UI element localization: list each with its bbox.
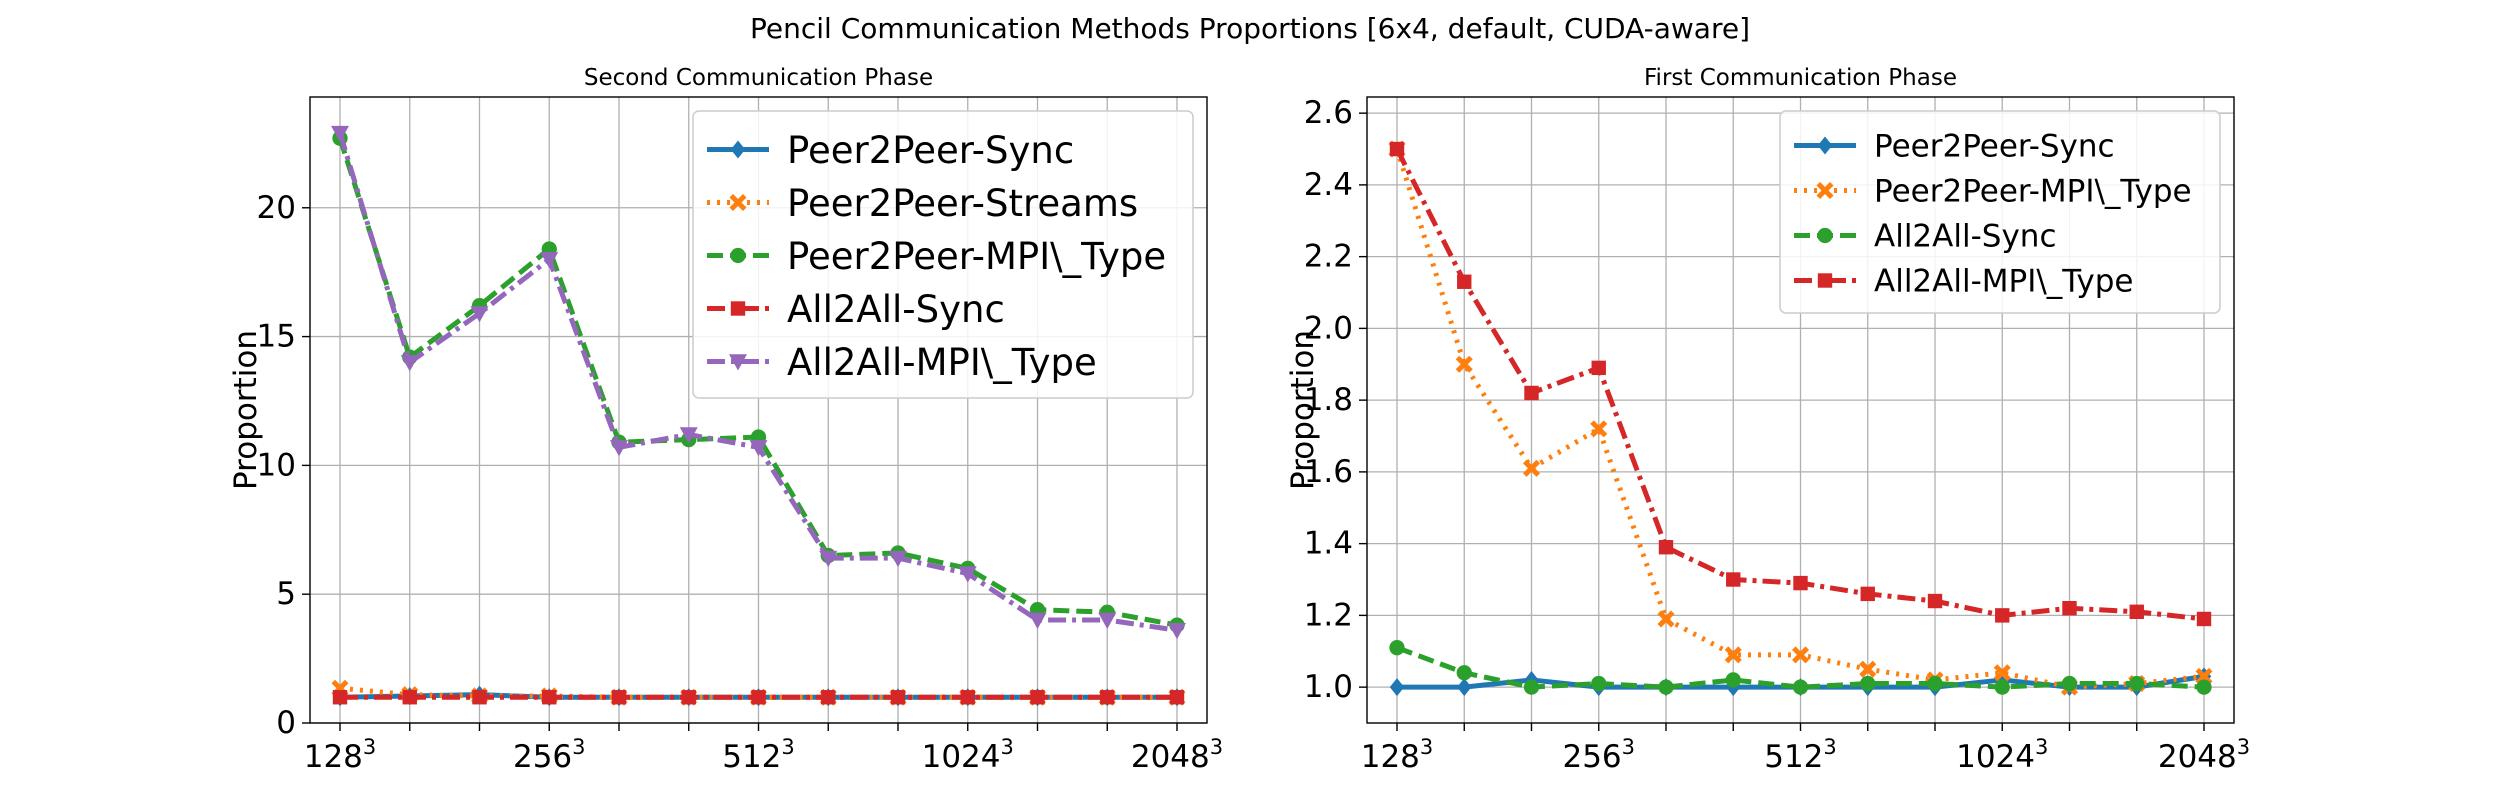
legend-swatch-marker (730, 301, 746, 316)
legend-label: Peer2Peer-MPI\_Type (787, 235, 1166, 278)
data-point (1168, 623, 1186, 640)
data-point (611, 690, 627, 705)
chart0-legend: Peer2Peer-Sync Peer2Peer-Streams Peer2Peer… (692, 110, 1194, 399)
data-point (540, 252, 559, 269)
data-point (819, 550, 838, 568)
legend-swatch-marker (730, 247, 746, 264)
data-point (1098, 612, 1117, 629)
legend-label: All2All-Sync (787, 288, 1005, 331)
legend-frame (692, 110, 1194, 399)
chart0-title: Second Communication Phase (584, 65, 933, 91)
legend-swatch-marker (729, 193, 747, 212)
data-point (331, 125, 349, 143)
data-point (889, 550, 907, 568)
x-tick-label: 2563 (513, 735, 586, 775)
x-tick-label: 5123 (722, 735, 795, 775)
data-point (610, 440, 628, 457)
data-point (470, 306, 489, 323)
x-tick-label: 20483 (1131, 735, 1223, 775)
data-point (681, 690, 696, 705)
data-point (402, 690, 417, 705)
data-point (751, 690, 766, 705)
data-point (958, 566, 977, 583)
legend-label: Peer2Peer-Streams (787, 182, 1138, 225)
y-tick-label: 10 (257, 447, 296, 483)
data-point (960, 690, 975, 705)
data-point (472, 690, 487, 705)
data-point (821, 690, 836, 705)
y-tick-label: 5 (276, 576, 296, 612)
series-all2all-mpi-type (331, 125, 1186, 640)
y-tick-label: 0 (276, 705, 296, 741)
y-tick-label: 15 (257, 319, 296, 355)
data-point (1100, 690, 1115, 705)
y-tick-label: 20 (257, 190, 296, 226)
series-all2all-sync (332, 690, 1185, 705)
legend-label: All2All-MPI\_Type (787, 341, 1097, 384)
legend-label: Peer2Peer-Sync (787, 129, 1074, 172)
data-point (542, 690, 557, 705)
data-point (749, 440, 768, 457)
data-point (332, 690, 348, 705)
data-point (1169, 690, 1185, 705)
figure-title: Pencil Communication Methods Proportions… (749, 12, 1751, 45)
chart0-ylabel: Proportion (228, 330, 264, 490)
data-point (1028, 612, 1047, 629)
x-tick-label: 1283 (304, 735, 377, 775)
x-tick-label: 10243 (922, 735, 1014, 775)
data-point (1030, 690, 1045, 705)
legend-swatch-marker (730, 140, 746, 159)
data-point (890, 690, 906, 705)
legend-swatch-marker (729, 354, 747, 371)
data-point (400, 355, 419, 372)
data-point (679, 427, 698, 444)
